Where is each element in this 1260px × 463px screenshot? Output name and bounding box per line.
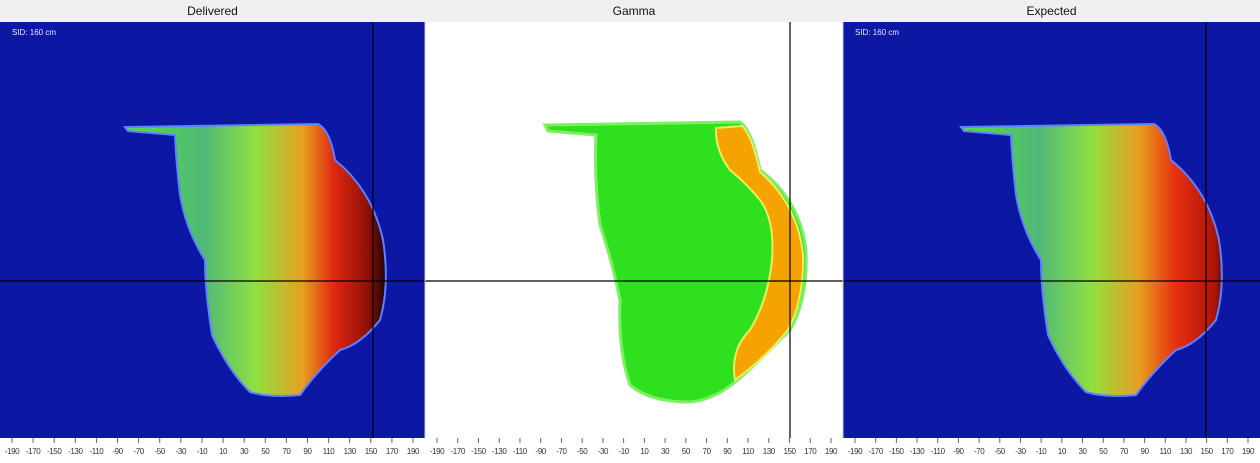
tick-label: -90 bbox=[953, 447, 964, 456]
tick-label: 30 bbox=[240, 447, 249, 456]
tick-label: 190 bbox=[407, 447, 420, 456]
tick-label: 10 bbox=[1058, 447, 1067, 456]
tick-label: 70 bbox=[282, 447, 291, 456]
panel-title: Gamma bbox=[613, 4, 656, 18]
tick-label: 30 bbox=[661, 447, 670, 456]
tick-label: 150 bbox=[1201, 447, 1214, 456]
tick-label: -170 bbox=[26, 447, 41, 456]
tick-label: -30 bbox=[598, 447, 609, 456]
tick-label: 70 bbox=[703, 447, 712, 456]
tick-label: -30 bbox=[176, 447, 187, 456]
tick-label: -190 bbox=[848, 447, 863, 456]
tick-label: -170 bbox=[868, 447, 883, 456]
tick-label: 170 bbox=[804, 447, 817, 456]
gamma-image bbox=[425, 22, 843, 438]
tick-label: -50 bbox=[995, 447, 1006, 456]
tick-label: 50 bbox=[682, 447, 691, 456]
tick-label: 10 bbox=[640, 447, 649, 456]
tick-label: -70 bbox=[974, 447, 985, 456]
tick-label: -110 bbox=[90, 447, 105, 456]
panel-title: Delivered bbox=[187, 4, 238, 18]
tick-label: 10 bbox=[219, 447, 228, 456]
tick-label: 170 bbox=[1221, 447, 1234, 456]
tick-label: -10 bbox=[197, 447, 208, 456]
delivered-image bbox=[0, 22, 425, 438]
tick-label: -170 bbox=[451, 447, 466, 456]
tick-label: -190 bbox=[5, 447, 20, 456]
tick-label: -90 bbox=[112, 447, 123, 456]
tick-label: 70 bbox=[1120, 447, 1129, 456]
tick-label: -70 bbox=[133, 447, 144, 456]
tick-label: 150 bbox=[365, 447, 378, 456]
tick-label: -30 bbox=[1015, 447, 1026, 456]
tick-label: 90 bbox=[303, 447, 312, 456]
tick-label: -10 bbox=[618, 447, 629, 456]
tick-label: -70 bbox=[556, 447, 567, 456]
tick-label: -50 bbox=[577, 447, 588, 456]
tick-label: -150 bbox=[889, 447, 904, 456]
tick-label: -190 bbox=[430, 447, 445, 456]
tick-label: 50 bbox=[1099, 447, 1108, 456]
tick-label: 110 bbox=[323, 447, 336, 456]
tick-label: 170 bbox=[386, 447, 399, 456]
tick-label: 190 bbox=[825, 447, 838, 456]
tick-label: 110 bbox=[742, 447, 755, 456]
tick-label: 130 bbox=[763, 447, 776, 456]
tick-label: -130 bbox=[68, 447, 83, 456]
expected-image bbox=[843, 22, 1260, 438]
tick-label: 130 bbox=[1180, 447, 1193, 456]
sid-label: SID: 160 cm bbox=[12, 28, 56, 37]
tick-label: 50 bbox=[261, 447, 270, 456]
tick-label: 130 bbox=[344, 447, 357, 456]
tick-label: -110 bbox=[513, 447, 528, 456]
tick-label: 190 bbox=[1242, 447, 1255, 456]
tick-label: -150 bbox=[471, 447, 486, 456]
tick-label: -90 bbox=[535, 447, 546, 456]
tick-label: -110 bbox=[931, 447, 946, 456]
tick-label: 90 bbox=[723, 447, 732, 456]
tick-label: 150 bbox=[783, 447, 796, 456]
tick-label: 30 bbox=[1078, 447, 1087, 456]
tick-label: -10 bbox=[1036, 447, 1047, 456]
tick-label: -150 bbox=[47, 447, 62, 456]
tick-label: -50 bbox=[155, 447, 166, 456]
tick-label: -130 bbox=[492, 447, 507, 456]
panel-title: Expected bbox=[1026, 4, 1076, 18]
tick-label: 110 bbox=[1159, 447, 1172, 456]
tick-label: 90 bbox=[1141, 447, 1150, 456]
tick-label: -130 bbox=[910, 447, 925, 456]
title-bar bbox=[0, 0, 1260, 22]
sid-label: SID: 160 cm bbox=[855, 28, 899, 37]
